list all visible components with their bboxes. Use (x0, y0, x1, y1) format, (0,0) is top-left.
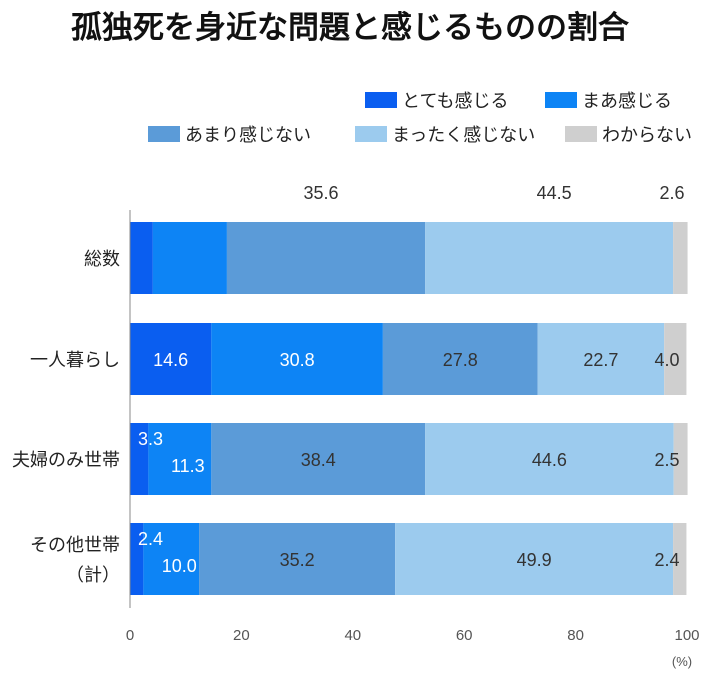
data-label: 2.5 (654, 450, 679, 470)
category-label: その他世帯 (30, 535, 120, 556)
legend-swatch (545, 92, 577, 108)
data-label: 35.2 (280, 550, 315, 570)
x-tick-label: 20 (233, 627, 250, 644)
legend-swatch (365, 92, 397, 108)
data-label: 27.8 (443, 350, 478, 370)
legend-swatch (565, 126, 597, 142)
data-label: 2.4 (654, 550, 679, 570)
category-label: 夫婦のみ世帯 (12, 450, 120, 471)
bar-segment (395, 523, 674, 595)
bar-segment (425, 423, 674, 495)
data-label: 22.7 (583, 350, 618, 370)
bar-segment (152, 222, 227, 294)
data-label: 35.6 (304, 183, 339, 203)
data-label: 14.6 (153, 350, 188, 370)
x-tick-label: 40 (344, 627, 361, 644)
data-label: 49.9 (517, 550, 552, 570)
legend-swatch (355, 126, 387, 142)
bar-segment (211, 323, 383, 395)
legend-label: わからない (602, 125, 692, 146)
category-label: 総数 (84, 249, 120, 270)
bar-segment (143, 523, 200, 595)
category-labels: 35.6 44.5 2.6 14.6 30.8 27.8 22.7 4.0 3.3 11.3 38.… (12, 183, 685, 586)
legend-label: まあ感じる (582, 91, 672, 112)
x-tick-label: 60 (456, 627, 473, 644)
category-label: 一人暮らし (30, 350, 120, 371)
x-axis: 0 20 40 60 80 100 (126, 210, 700, 644)
plot-area (130, 222, 688, 595)
bar-segment (130, 222, 153, 294)
data-label: 44.6 (532, 450, 567, 470)
x-tick-label: 100 (674, 627, 699, 644)
bar-segment (664, 323, 687, 395)
legend-label: とても感じる (402, 91, 509, 112)
legend-label: まったく感じない (392, 125, 535, 146)
x-tick-label: 80 (567, 627, 584, 644)
bar-segment (211, 423, 426, 495)
bar-segment (226, 222, 426, 294)
data-label: 2.6 (659, 183, 684, 203)
x-tick-label: 0 (126, 627, 134, 644)
bar-segment (537, 323, 665, 395)
data-label: 10.0 (162, 556, 197, 576)
chart-title: 孤独死を身近な問題と感じるものの割合 (71, 10, 629, 46)
bar-segment (673, 222, 688, 294)
category-label: （計） (66, 565, 120, 586)
bar-segment (130, 523, 144, 595)
data-label: 2.4 (138, 529, 163, 549)
data-label: 3.3 (138, 429, 163, 449)
legend-label: あまり感じない (185, 125, 311, 146)
x-axis-unit: (%) (672, 654, 692, 669)
bar-segment (382, 323, 538, 395)
data-label: 4.0 (654, 350, 679, 370)
bar-segment (673, 423, 688, 495)
bar-segment (130, 323, 212, 395)
bar-segment (148, 423, 212, 495)
data-label: 44.5 (537, 183, 572, 203)
bar-segment (130, 423, 149, 495)
data-label: 11.3 (171, 456, 205, 476)
bar-segment (425, 222, 674, 294)
bar-segment (199, 523, 396, 595)
data-label: 38.4 (301, 450, 336, 470)
data-label: 30.8 (280, 350, 315, 370)
legend-swatch (148, 126, 180, 142)
bar-segment (673, 523, 687, 595)
